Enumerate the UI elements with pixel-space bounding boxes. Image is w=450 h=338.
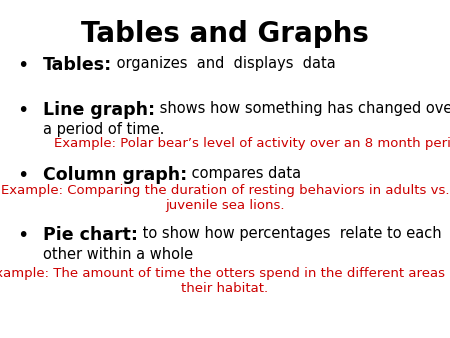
Text: Example: Comparing the duration of resting behaviors in adults vs.: Example: Comparing the duration of resti… [1, 184, 449, 197]
Text: other within a whole: other within a whole [43, 247, 193, 262]
Text: •: • [17, 101, 28, 120]
Text: juvenile sea lions.: juvenile sea lions. [165, 199, 285, 212]
Text: •: • [17, 56, 28, 75]
Text: Example: Polar bear’s level of activity over an 8 month period.: Example: Polar bear’s level of activity … [54, 137, 450, 150]
Text: to show how percentages  relate to each: to show how percentages relate to each [138, 226, 441, 241]
Text: organizes  and  displays  data: organizes and displays data [112, 56, 336, 71]
Text: Tables:: Tables: [43, 56, 112, 74]
Text: their habitat.: their habitat. [181, 282, 269, 295]
Text: •: • [17, 166, 28, 185]
Text: Tables and Graphs: Tables and Graphs [81, 20, 369, 48]
Text: compares data: compares data [187, 166, 301, 180]
Text: Pie chart:: Pie chart: [43, 226, 138, 244]
Text: Example: The amount of time the otters spend in the different areas of: Example: The amount of time the otters s… [0, 267, 450, 280]
Text: shows how something has changed over: shows how something has changed over [155, 101, 450, 116]
Text: Line graph:: Line graph: [43, 101, 155, 119]
Text: a period of time.: a period of time. [43, 122, 164, 137]
Text: •: • [17, 226, 28, 245]
Text: Column graph:: Column graph: [43, 166, 187, 184]
